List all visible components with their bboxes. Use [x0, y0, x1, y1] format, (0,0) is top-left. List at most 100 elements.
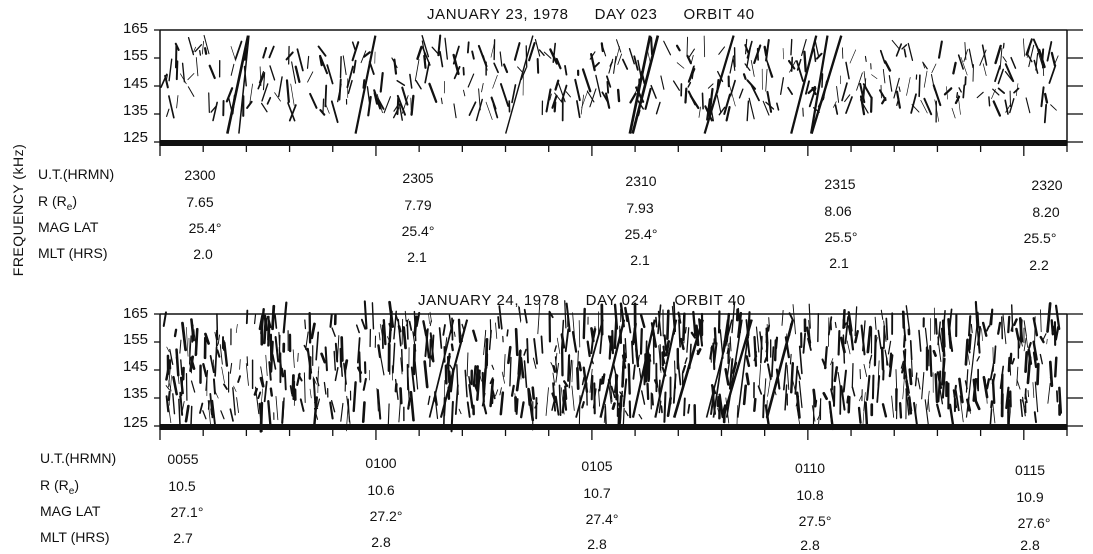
emission-streak [706, 98, 711, 121]
emission-streak [1027, 54, 1033, 63]
panel-2-mlt-2: 2.8 [587, 536, 607, 552]
emission-streak [303, 372, 306, 403]
emission-streak [608, 58, 614, 74]
emission-streak [666, 309, 670, 340]
emission-streak [343, 362, 347, 385]
emission-streak [871, 74, 878, 79]
emission-streak [471, 50, 475, 60]
emission-streak [683, 397, 686, 417]
emission-streak [600, 375, 604, 385]
emission-streak [243, 48, 248, 61]
emission-streak [939, 387, 944, 405]
baseline-band [160, 140, 1067, 146]
emission-streak [415, 80, 422, 90]
emission-streak [571, 385, 575, 411]
emission-streak [854, 306, 858, 337]
emission-streak [970, 323, 973, 334]
emission-streak [528, 42, 536, 62]
emission-streak [577, 361, 582, 372]
emission-streak [854, 330, 859, 344]
emission-streak [846, 395, 850, 404]
emission-streak [274, 335, 280, 363]
emission-streak [531, 386, 536, 400]
emission-streak [1020, 340, 1023, 347]
emission-streak [1042, 62, 1045, 77]
emission-streak [563, 380, 569, 388]
emission-streak [721, 404, 727, 415]
emission-streak [589, 368, 593, 393]
emission-streak [265, 354, 268, 377]
emission-streak [1032, 38, 1042, 56]
emission-streak [924, 327, 929, 350]
emission-streak [974, 400, 981, 411]
panel-1-maglat-3: 25.5° [824, 229, 858, 245]
emission-streak [801, 38, 807, 56]
emission-streak [601, 373, 606, 385]
emission-streak [686, 54, 692, 65]
emission-streak [475, 365, 479, 389]
emission-streak [257, 73, 265, 90]
emission-streak [696, 348, 702, 356]
panel-2-r-1: 10.6 [367, 482, 395, 498]
emission-streak [821, 73, 824, 88]
emission-streak [342, 55, 347, 76]
emission-streak [722, 319, 753, 418]
emission-streak [357, 337, 361, 364]
emission-streak [223, 383, 228, 390]
emission-streak [253, 314, 257, 325]
emission-streak [532, 357, 537, 369]
panel-1-label-r: R (Re) [38, 193, 78, 213]
emission-streak [502, 63, 509, 74]
emission-streak [729, 79, 736, 97]
emission-streak [571, 331, 578, 353]
emission-streak [589, 88, 597, 108]
emission-streak [701, 92, 704, 110]
emission-streak [207, 400, 210, 410]
panel-2-ut-3: 0110 [794, 460, 826, 476]
emission-streak [707, 83, 714, 89]
emission-streak [762, 100, 770, 116]
emission-streak [291, 374, 295, 397]
emission-streak [565, 302, 571, 333]
emission-streak [489, 378, 495, 408]
emission-streak [331, 327, 336, 337]
panel-2-r-0: 10.5 [168, 478, 196, 494]
emission-streak [1007, 356, 1011, 373]
emission-streak [744, 44, 750, 54]
emission-streak [808, 303, 811, 329]
emission-streak [437, 34, 442, 57]
emission-streak [519, 401, 525, 419]
emission-streak [260, 366, 265, 386]
emission-streak [212, 101, 218, 122]
emission-streak [202, 410, 207, 420]
emission-streak [766, 363, 772, 380]
emission-streak [901, 359, 906, 374]
emission-streak [526, 338, 529, 364]
emission-streak [285, 79, 290, 103]
emission-streak [789, 353, 792, 365]
emission-streak [651, 393, 654, 406]
emission-streak [660, 405, 663, 414]
emission-streak [564, 328, 570, 353]
emission-streak [959, 395, 964, 423]
emission-streak [575, 319, 604, 418]
emission-streak [180, 378, 184, 397]
emission-streak [1023, 337, 1027, 352]
emission-streak [190, 405, 193, 429]
emission-streak [262, 317, 268, 345]
emission-streak [907, 42, 914, 61]
emission-streak [922, 61, 928, 70]
panel-2-ytick-155: 155 [122, 331, 148, 348]
emission-streak [586, 340, 591, 358]
emission-streak [859, 99, 869, 114]
emission-streak [1013, 87, 1020, 94]
emission-streak [545, 387, 549, 416]
emission-streak [560, 84, 568, 103]
emission-streak [672, 373, 677, 404]
emission-streak [499, 83, 510, 107]
emission-streak [504, 35, 534, 134]
emission-streak [765, 327, 769, 344]
emission-streak [911, 104, 920, 113]
emission-streak [517, 349, 522, 376]
emission-streak [513, 42, 521, 61]
